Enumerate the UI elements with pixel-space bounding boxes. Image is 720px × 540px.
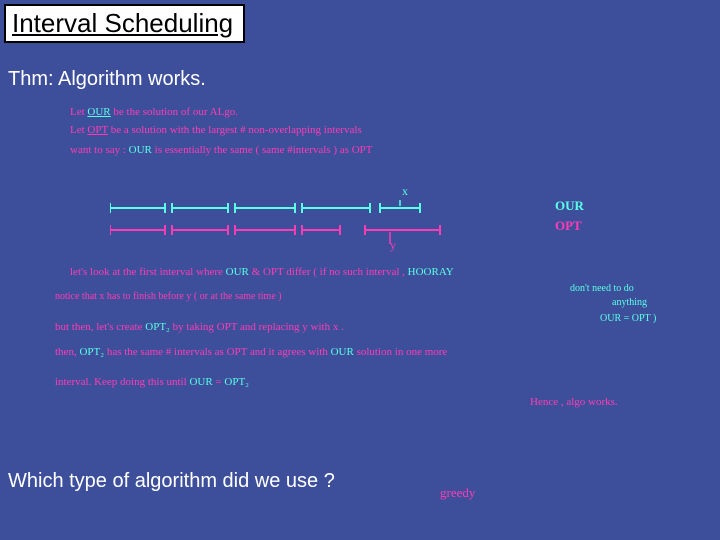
proof-line-3: want to say : OUR is essentially the sam… [70, 143, 372, 157]
opt2-ref: OPT₂ [145, 321, 170, 333]
proof-line-6: but then, let's create OPT₂ by taking OP… [55, 320, 344, 334]
txt: want to say : [70, 144, 129, 156]
proof-line-4: let's look at the first interval where O… [70, 265, 454, 279]
proof-line-7: then, OPT₂ has the same # intervals as O… [55, 345, 447, 359]
opt-ref: OPT [263, 266, 284, 278]
proof-line-8c: Hence , algo works. [530, 395, 618, 409]
txt: OUR = OPT ) [600, 313, 656, 324]
txt: be the solution of our ALgo. [111, 106, 238, 118]
txt: & [249, 266, 263, 278]
txt: has the same # intervals as [104, 346, 227, 358]
answer-greedy: greedy [440, 485, 475, 502]
proof-line-5d: OUR = OPT ) [600, 312, 656, 325]
our-ref: OUR [331, 346, 354, 358]
opt-ref: OPT [352, 144, 373, 156]
txt: = [213, 376, 225, 388]
txt: and replacing y with x . [237, 321, 344, 333]
txt: but then, let's create [55, 321, 145, 333]
txt: Let [70, 124, 87, 136]
txt: by taking [170, 321, 217, 333]
txt: be a solution with the largest # non-ove… [108, 124, 362, 136]
txt: differ ( if no such interval , [284, 266, 405, 278]
opt-ref: OPT [87, 124, 108, 136]
our-ref: OUR [226, 266, 249, 278]
our-ref: OUR [189, 376, 212, 388]
proof-line-5b: don't need to do [570, 282, 634, 295]
proof-line-5c: anything [612, 296, 647, 309]
opt-ref: OPT [227, 346, 248, 358]
diagram-label-y: y [390, 238, 396, 254]
txt: then, [55, 346, 79, 358]
proof-line-2: Let OPT be a solution with the largest #… [70, 123, 362, 137]
diagram-label-x: x [402, 184, 408, 200]
proof-line-1: Let OUR be the solution of our ALgo. [70, 105, 238, 119]
proof-line-5a: notice that x has to finish before y ( o… [55, 290, 282, 303]
question-text: Which type of algorithm did we use ? [8, 470, 335, 493]
txt: interval. Keep doing this until [55, 376, 189, 388]
our-ref: OUR [129, 144, 152, 156]
txt: and it agrees with [247, 346, 330, 358]
txt: Let [70, 106, 87, 118]
proof-line-8: interval. Keep doing this until OUR = OP… [55, 375, 249, 389]
diagram-label-opt: OPT [555, 218, 582, 235]
page-title: Interval Scheduling [12, 8, 233, 38]
diagram-label-our: OUR [555, 198, 584, 215]
opt-ref: OPT₂ [224, 376, 249, 388]
opt2-ref: OPT₂ [79, 346, 104, 358]
opt-ref: OPT [217, 321, 238, 333]
txt: solution in one more [354, 346, 448, 358]
txt: is essentially the same ( same #interval… [152, 144, 352, 156]
txt: HOORAY [405, 266, 454, 278]
interval-diagram [110, 200, 510, 250]
our-ref: OUR [87, 106, 110, 118]
txt: let's look at the first interval where [70, 266, 226, 278]
title-box: Interval Scheduling [4, 4, 245, 43]
theorem-text: Thm: Algorithm works. [8, 68, 206, 91]
